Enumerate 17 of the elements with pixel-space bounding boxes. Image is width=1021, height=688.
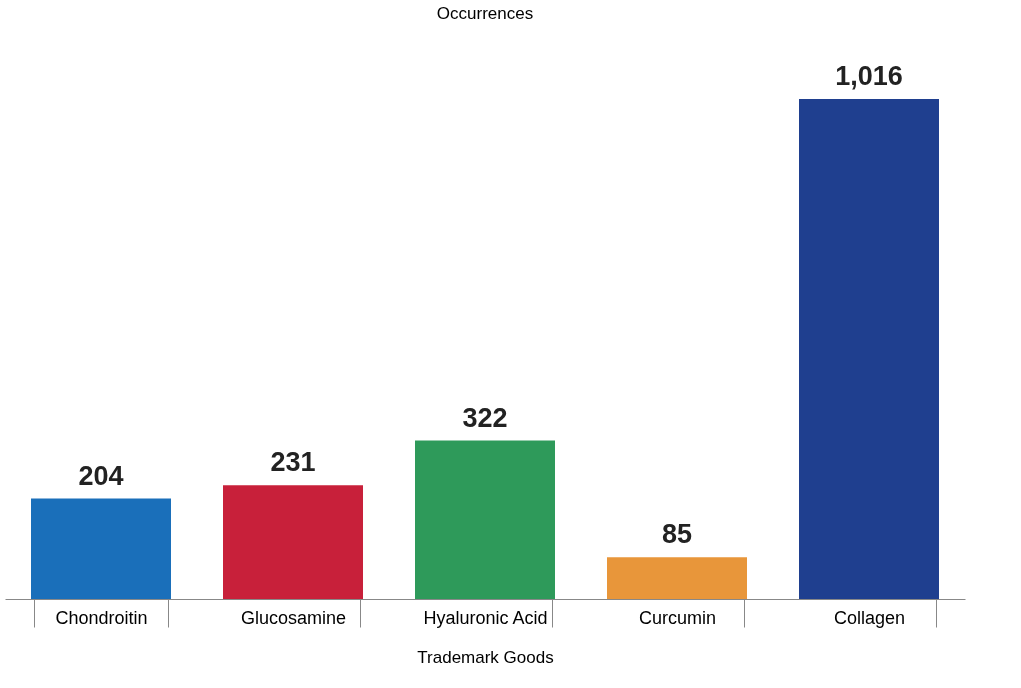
data-label: 1,016 xyxy=(835,61,903,91)
x-tick-label: Chondroitin xyxy=(55,607,148,628)
bar xyxy=(415,440,555,599)
x-tick-label: Hyaluronic Acid xyxy=(423,607,548,628)
x-tick-label: Curcumin xyxy=(638,607,717,628)
bar xyxy=(31,498,171,599)
y-axis-title: Occurrences xyxy=(436,4,534,23)
bar xyxy=(799,99,939,599)
bar xyxy=(607,557,747,599)
data-label: 231 xyxy=(270,447,316,478)
x-axis-title: Trademark Goods xyxy=(417,648,554,667)
x-tick-label: Collagen xyxy=(833,607,906,628)
bar xyxy=(223,485,363,599)
data-label: 85 xyxy=(661,519,693,550)
data-label: 322 xyxy=(462,402,508,433)
x-tick-label: Glucosamine xyxy=(240,607,347,628)
data-label: 204 xyxy=(78,460,124,491)
